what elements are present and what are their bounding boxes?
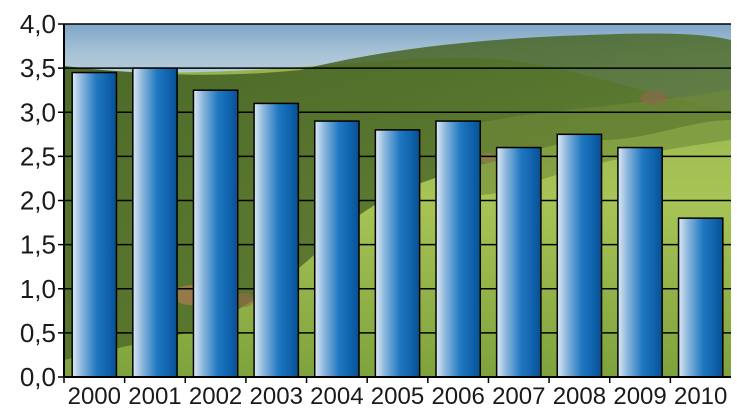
y-tick-label: 3,5 bbox=[20, 53, 56, 83]
y-tick-label: 0,0 bbox=[20, 362, 56, 392]
y-tick-label: 3,0 bbox=[20, 97, 56, 127]
bar-2000 bbox=[71, 71, 118, 378]
bar-2009 bbox=[617, 146, 663, 378]
x-tick-label: 2000 bbox=[68, 383, 121, 408]
x-axis-ticks: 2000 2001 2002 2003 2004 2005 2006 2007 2008 2009… bbox=[63, 377, 727, 408]
x-tick-label: 2008 bbox=[553, 383, 606, 408]
y-axis-ticks: 0,0 0,5 1,0 1,5 2,0 2,5 3,0 3,5 4,0 bbox=[20, 9, 64, 392]
bar-2004 bbox=[313, 120, 360, 378]
bar-2007 bbox=[495, 146, 542, 378]
y-tick-label: 2,0 bbox=[20, 186, 56, 216]
y-tick-label: 0,5 bbox=[20, 318, 56, 348]
x-tick-label: 2005 bbox=[371, 383, 424, 408]
bar-2006 bbox=[435, 120, 482, 378]
x-tick-label: 2009 bbox=[613, 383, 666, 408]
bar-2010 bbox=[677, 217, 724, 378]
x-tick-label: 2003 bbox=[250, 383, 303, 408]
bar-2001 bbox=[132, 67, 178, 378]
x-tick-label: 2007 bbox=[492, 383, 545, 408]
y-tick-label: 2,5 bbox=[20, 141, 56, 171]
y-tick-label: 4,0 bbox=[20, 9, 56, 39]
bars bbox=[71, 67, 724, 378]
bar-2008 bbox=[556, 133, 603, 378]
x-tick-label: 2002 bbox=[189, 383, 242, 408]
x-tick-label: 2004 bbox=[310, 383, 363, 408]
x-tick-label: 2010 bbox=[674, 383, 727, 408]
x-tick-label: 2001 bbox=[128, 383, 181, 408]
bar-2003 bbox=[253, 102, 300, 378]
y-tick-label: 1,5 bbox=[20, 230, 56, 260]
bar-2002 bbox=[192, 89, 239, 378]
x-tick-label: 2006 bbox=[431, 383, 484, 408]
y-tick-label: 1,0 bbox=[20, 274, 56, 304]
bar-2005 bbox=[374, 129, 421, 378]
